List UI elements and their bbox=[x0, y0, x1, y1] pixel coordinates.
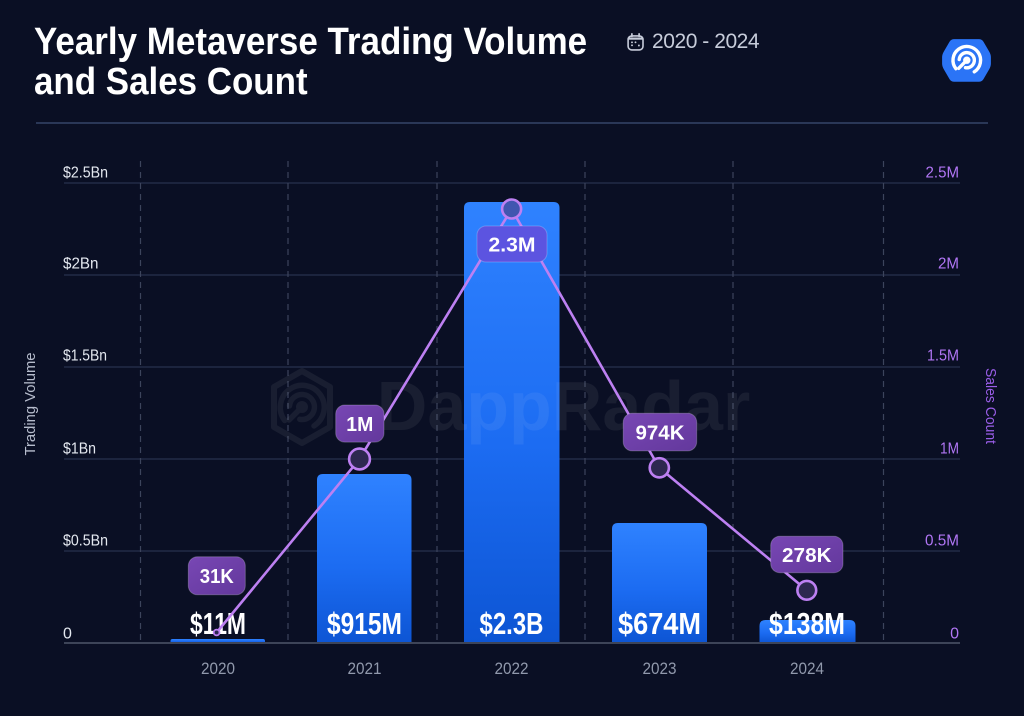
svg-text:$1.5Bn: $1.5Bn bbox=[63, 348, 107, 365]
svg-text:0: 0 bbox=[950, 626, 959, 643]
svg-text:Sales Count: Sales Count bbox=[982, 368, 998, 444]
svg-text:1M: 1M bbox=[346, 413, 373, 436]
svg-text:1.5M: 1.5M bbox=[927, 348, 959, 365]
svg-text:2023: 2023 bbox=[643, 660, 677, 678]
svg-text:0: 0 bbox=[63, 626, 72, 643]
svg-text:$674M: $674M bbox=[618, 607, 701, 641]
svg-text:2M: 2M bbox=[938, 256, 959, 273]
svg-text:0.5M: 0.5M bbox=[925, 533, 959, 550]
svg-text:2024: 2024 bbox=[790, 660, 824, 678]
svg-text:1M: 1M bbox=[940, 441, 959, 458]
svg-text:$915M: $915M bbox=[327, 607, 402, 641]
svg-text:$138M: $138M bbox=[769, 607, 845, 641]
svg-text:2020: 2020 bbox=[201, 660, 235, 678]
svg-text:2.5M: 2.5M bbox=[926, 165, 960, 182]
svg-text:$2.3B: $2.3B bbox=[480, 607, 544, 641]
svg-text:278K: 278K bbox=[782, 544, 832, 567]
svg-text:974K: 974K bbox=[636, 421, 685, 444]
svg-text:2.3M: 2.3M bbox=[489, 233, 536, 256]
svg-text:2022: 2022 bbox=[495, 660, 529, 678]
svg-text:Trading Volume: Trading Volume bbox=[23, 353, 39, 456]
svg-text:2021: 2021 bbox=[348, 660, 382, 678]
svg-text:$1Bn: $1Bn bbox=[63, 441, 96, 458]
svg-text:$2.5Bn: $2.5Bn bbox=[63, 165, 108, 182]
svg-text:31K: 31K bbox=[200, 565, 234, 588]
svg-text:$0.5Bn: $0.5Bn bbox=[63, 533, 108, 550]
svg-text:$2Bn: $2Bn bbox=[63, 256, 99, 273]
